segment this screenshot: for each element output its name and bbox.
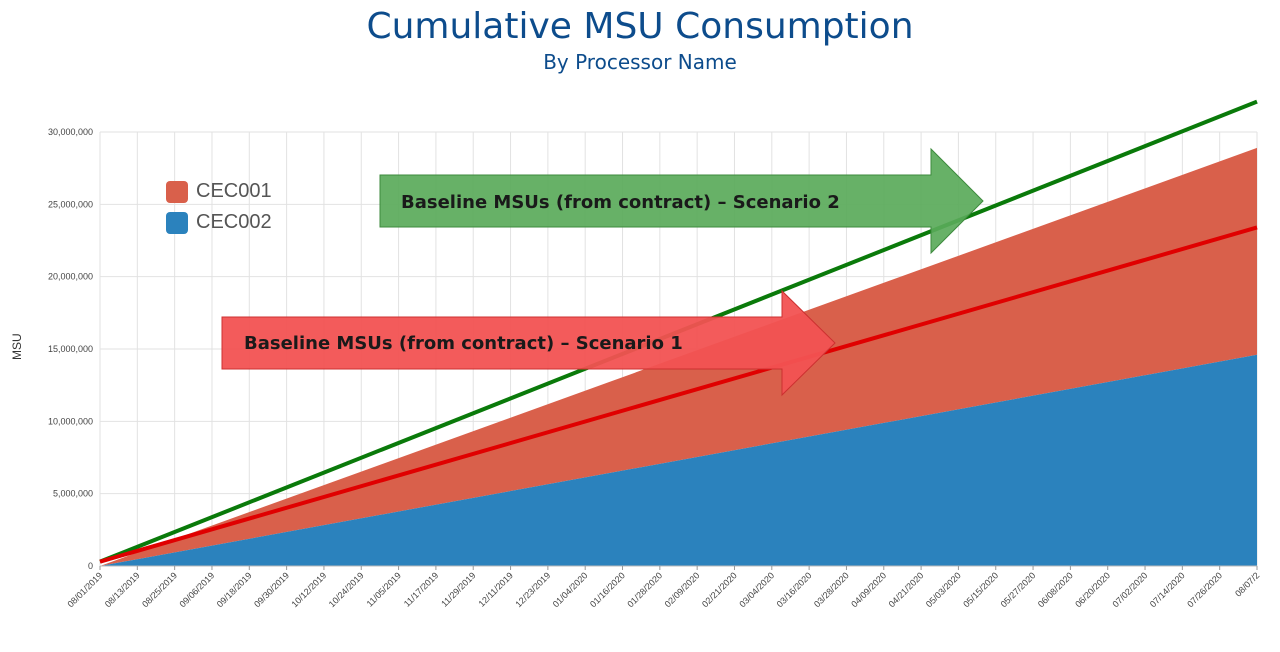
x-tick-label: 04/21/2020 bbox=[887, 570, 926, 609]
x-tick-label: 11/05/2019 bbox=[365, 570, 403, 608]
x-tick-label: 11/29/2019 bbox=[439, 570, 477, 608]
x-tick-label: 09/06/2019 bbox=[177, 570, 216, 609]
x-tick-label: 09/30/2019 bbox=[252, 570, 291, 609]
legend-swatch-cec002 bbox=[166, 211, 188, 234]
x-tick-label: 07/02/2020 bbox=[1111, 570, 1150, 609]
y-tick-label: 5,000,000 bbox=[53, 489, 93, 499]
x-tick-label: 06/20/2020 bbox=[1073, 570, 1112, 609]
y-tick-label: 20,000,000 bbox=[48, 272, 93, 282]
baseline-line-scenario1 bbox=[99, 225, 1258, 564]
chart-title: Cumulative MSU Consumption bbox=[366, 6, 914, 47]
legend: CEC001 CEC002 bbox=[166, 176, 286, 246]
x-tick-label: 08/01/2019 bbox=[65, 570, 104, 609]
x-tick-label: 12/23/2019 bbox=[513, 570, 552, 609]
legend-label-cec002: CEC002 bbox=[196, 211, 272, 233]
legend-item-cec002: CEC002 bbox=[166, 207, 286, 238]
y-tick-label: 10,000,000 bbox=[48, 416, 93, 426]
x-tick-label: 07/14/2020 bbox=[1148, 570, 1187, 609]
x-tick-label: 09/18/2019 bbox=[215, 570, 254, 609]
x-tick-label: 01/04/2020 bbox=[551, 570, 590, 609]
chart-subtitle: By Processor Name bbox=[543, 50, 737, 74]
y-axis-label: MSU bbox=[10, 333, 24, 360]
x-tick-label: 05/03/2020 bbox=[924, 570, 963, 609]
legend-swatch-cec001 bbox=[166, 180, 188, 203]
x-tick-label: 08/07/2 bbox=[1233, 570, 1261, 598]
annotation-arrows bbox=[221, 147, 984, 397]
x-tick-label: 11/17/2019 bbox=[402, 570, 440, 608]
x-tick-label: 03/04/2020 bbox=[737, 570, 776, 609]
x-tick-label: 08/13/2019 bbox=[103, 570, 142, 609]
area-cec002 bbox=[100, 354, 1257, 566]
y-tick-label: 15,000,000 bbox=[48, 344, 93, 354]
x-tick-label: 02/09/2020 bbox=[663, 570, 702, 609]
x-tick-label: 07/26/2020 bbox=[1185, 570, 1224, 609]
x-tick-label: 05/15/2020 bbox=[961, 570, 1000, 609]
y-tick-label: 30,000,000 bbox=[48, 127, 93, 137]
x-tick-label: 10/24/2019 bbox=[327, 570, 366, 609]
scenario1-arrow bbox=[221, 289, 836, 397]
x-tick-label: 06/08/2020 bbox=[1036, 570, 1075, 609]
x-tick-label: 03/16/2020 bbox=[775, 570, 814, 609]
x-tick-label: 05/27/2020 bbox=[999, 570, 1038, 609]
x-tick-label: 10/12/2019 bbox=[289, 570, 328, 609]
x-tick-label: 03/28/2020 bbox=[812, 570, 851, 609]
y-tick-label: 25,000,000 bbox=[48, 199, 93, 209]
y-tick-label: 0 bbox=[88, 561, 93, 571]
legend-label-cec001: CEC001 bbox=[196, 180, 272, 202]
scenario1-annotation-label: Baseline MSUs (from contract) – Scenario… bbox=[244, 333, 683, 354]
x-tick-label: 01/16/2020 bbox=[588, 570, 627, 609]
scenario2-annotation-label: Baseline MSUs (from contract) – Scenario… bbox=[401, 192, 840, 213]
x-tick-label: 04/09/2020 bbox=[849, 570, 888, 609]
x-tick-label: 08/25/2019 bbox=[140, 570, 179, 609]
x-tick-label: 01/28/2020 bbox=[625, 570, 664, 609]
legend-item-cec001: CEC001 bbox=[166, 176, 286, 207]
x-tick-label: 12/11/2019 bbox=[477, 570, 515, 608]
x-tick-label: 02/21/2020 bbox=[700, 570, 739, 609]
scenario2-arrow bbox=[379, 147, 984, 255]
